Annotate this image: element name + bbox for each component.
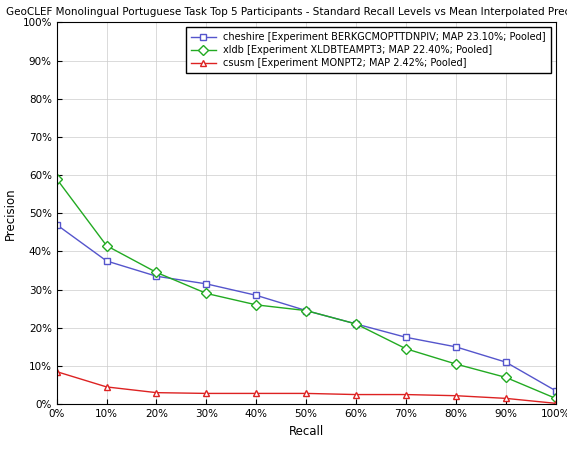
csusm [Experiment MONPT2; MAP 2.42%; Pooled] [103,384,110,390]
csusm [Experiment MONPT2; MAP 2.42%; Pooled] [53,369,60,374]
xldb [Experiment XLDBTEAMPT3; MAP 22.40%; Pooled] [403,346,409,352]
Line: csusm [Experiment MONPT2; MAP 2.42%; Pooled]: csusm [Experiment MONPT2; MAP 2.42%; Poo… [53,368,559,407]
xldb [Experiment XLDBTEAMPT3; MAP 22.40%; Pooled] [153,270,160,275]
csusm [Experiment MONPT2; MAP 2.42%; Pooled] [403,392,409,397]
Text: GeoCLEF Monolingual Portuguese Task Top 5 Participants - Standard Recall Levels : GeoCLEF Monolingual Portuguese Task Top … [6,7,567,17]
cheshire [Experiment BERKGCMOPTTDNPIV; MAP 23.10%; Pooled] [303,308,310,313]
X-axis label: Recall: Recall [289,424,324,437]
xldb [Experiment XLDBTEAMPT3; MAP 22.40%; Pooled] [203,291,210,296]
cheshire [Experiment BERKGCMOPTTDNPIV; MAP 23.10%; Pooled] [153,273,160,279]
csusm [Experiment MONPT2; MAP 2.42%; Pooled] [552,401,559,406]
cheshire [Experiment BERKGCMOPTTDNPIV; MAP 23.10%; Pooled] [552,388,559,393]
xldb [Experiment XLDBTEAMPT3; MAP 22.40%; Pooled] [502,374,509,380]
xldb [Experiment XLDBTEAMPT3; MAP 22.40%; Pooled] [53,176,60,182]
cheshire [Experiment BERKGCMOPTTDNPIV; MAP 23.10%; Pooled] [403,335,409,340]
Line: cheshire [Experiment BERKGCMOPTTDNPIV; MAP 23.10%; Pooled]: cheshire [Experiment BERKGCMOPTTDNPIV; M… [53,221,559,394]
csusm [Experiment MONPT2; MAP 2.42%; Pooled] [303,391,310,396]
csusm [Experiment MONPT2; MAP 2.42%; Pooled] [502,396,509,401]
xldb [Experiment XLDBTEAMPT3; MAP 22.40%; Pooled] [552,396,559,401]
csusm [Experiment MONPT2; MAP 2.42%; Pooled] [452,393,459,398]
csusm [Experiment MONPT2; MAP 2.42%; Pooled] [203,391,210,396]
Y-axis label: Precision: Precision [4,187,17,240]
cheshire [Experiment BERKGCMOPTTDNPIV; MAP 23.10%; Pooled] [103,258,110,264]
xldb [Experiment XLDBTEAMPT3; MAP 22.40%; Pooled] [452,361,459,367]
Legend: cheshire [Experiment BERKGCMOPTTDNPIV; MAP 23.10%; Pooled], xldb [Experiment XLD: cheshire [Experiment BERKGCMOPTTDNPIV; M… [187,27,551,73]
cheshire [Experiment BERKGCMOPTTDNPIV; MAP 23.10%; Pooled] [53,222,60,228]
cheshire [Experiment BERKGCMOPTTDNPIV; MAP 23.10%; Pooled] [452,344,459,349]
csusm [Experiment MONPT2; MAP 2.42%; Pooled] [353,392,359,397]
csusm [Experiment MONPT2; MAP 2.42%; Pooled] [253,391,260,396]
Line: xldb [Experiment XLDBTEAMPT3; MAP 22.40%; Pooled]: xldb [Experiment XLDBTEAMPT3; MAP 22.40%… [53,176,559,402]
xldb [Experiment XLDBTEAMPT3; MAP 22.40%; Pooled] [303,308,310,313]
xldb [Experiment XLDBTEAMPT3; MAP 22.40%; Pooled] [103,243,110,248]
csusm [Experiment MONPT2; MAP 2.42%; Pooled] [153,390,160,396]
xldb [Experiment XLDBTEAMPT3; MAP 22.40%; Pooled] [353,321,359,327]
cheshire [Experiment BERKGCMOPTTDNPIV; MAP 23.10%; Pooled] [203,281,210,286]
cheshire [Experiment BERKGCMOPTTDNPIV; MAP 23.10%; Pooled] [353,321,359,327]
cheshire [Experiment BERKGCMOPTTDNPIV; MAP 23.10%; Pooled] [253,293,260,298]
xldb [Experiment XLDBTEAMPT3; MAP 22.40%; Pooled] [253,302,260,308]
cheshire [Experiment BERKGCMOPTTDNPIV; MAP 23.10%; Pooled] [502,359,509,365]
